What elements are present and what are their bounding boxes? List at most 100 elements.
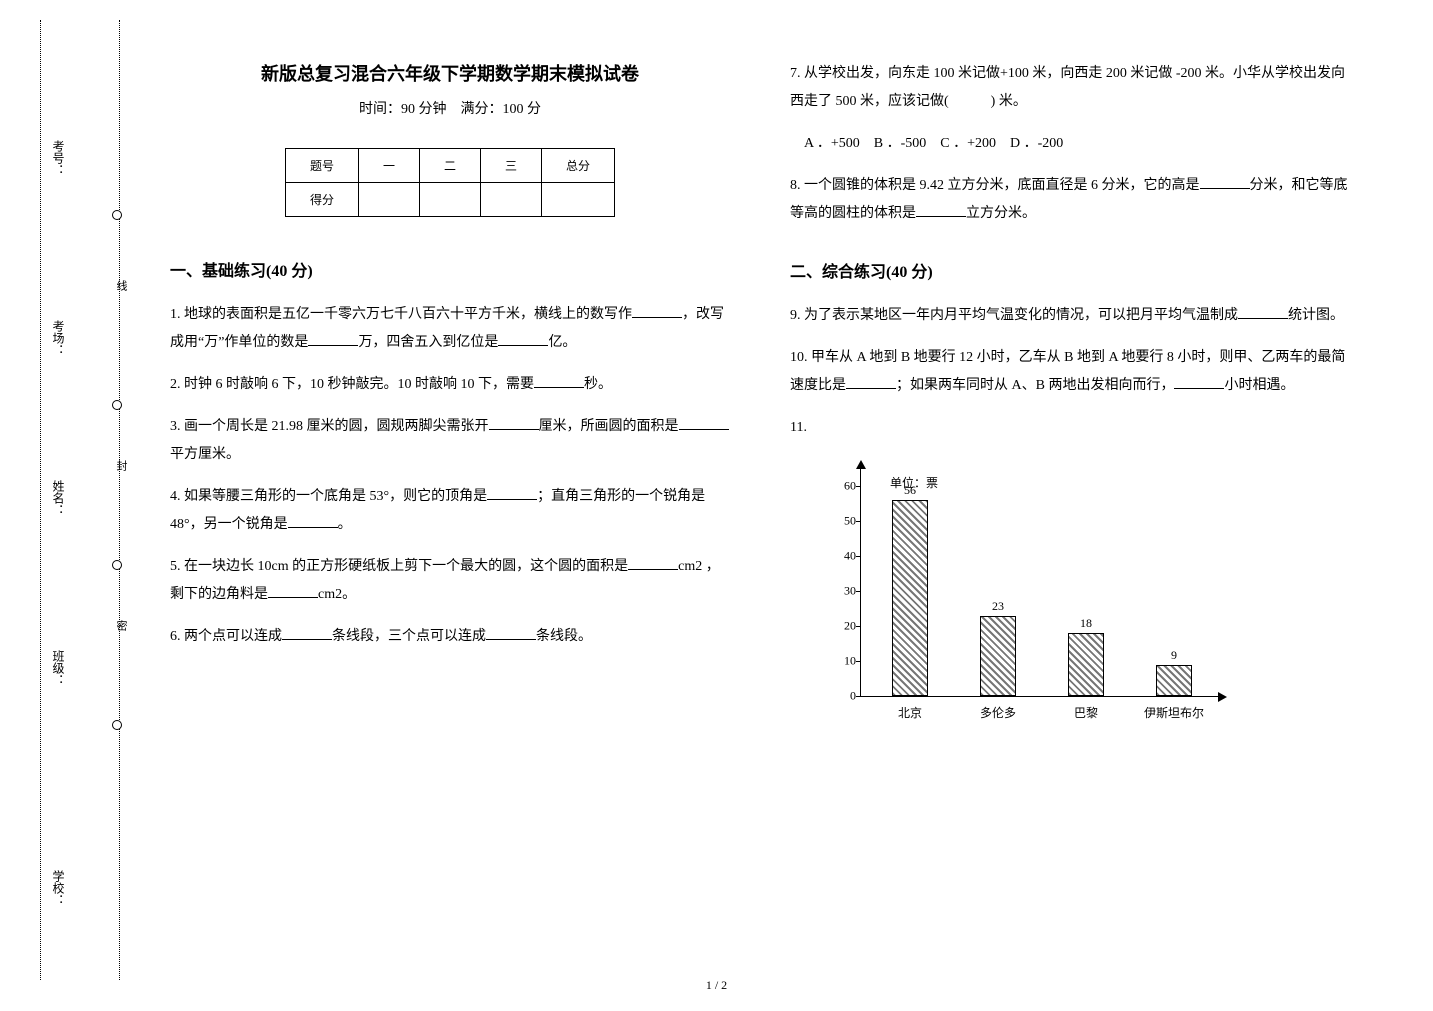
chart-bar [1068, 633, 1104, 696]
y-tick [856, 696, 860, 697]
binding-circle [112, 560, 122, 570]
table-row: 得分 [285, 183, 614, 217]
score-row-label: 得分 [285, 183, 358, 217]
bar-chart: 单位：票 010203040506056北京23多伦多18巴黎9伊斯坦布尔 [820, 456, 1240, 736]
blank [534, 374, 584, 388]
y-tick [856, 556, 860, 557]
x-axis-arrow [1218, 692, 1227, 702]
chart-bar [1156, 665, 1192, 697]
score-header: 一 [358, 149, 419, 183]
q-text: ；如果两车同时从 A、B 两地出发相向而行， [896, 378, 1174, 393]
question-7: 7. 从学校出发，向东走 100 米记做+100 米，向西走 200 米记做 -… [790, 60, 1350, 116]
q-text: 5. 在一块边长 10cm 的正方形硬纸板上剪下一个最大的圆，这个圆的面积是 [170, 559, 628, 574]
bar-value-label: 56 [904, 483, 916, 498]
binding-label-school: 学校： [50, 870, 67, 906]
exam-title: 新版总复习混合六年级下学期数学期末模拟试卷 [170, 60, 730, 86]
binding-label-name: 姓名： [50, 480, 67, 516]
y-axis-arrow [856, 460, 866, 469]
question-5: 5. 在一块边长 10cm 的正方形硬纸板上剪下一个最大的圆，这个圆的面积是 cm… [170, 553, 730, 609]
y-tick-label: 20 [844, 619, 856, 634]
score-header: 总分 [542, 149, 615, 183]
score-table: 题号 一 二 三 总分 得分 [285, 148, 615, 217]
table-row: 题号 一 二 三 总分 [285, 149, 614, 183]
section-1-heading: 一、基础练习(40 分) [170, 257, 730, 281]
y-tick-label: 30 [844, 584, 856, 599]
binding-label-room: 考场： [50, 320, 67, 356]
blank [498, 332, 548, 346]
question-4: 4. 如果等腰三角形的一个底角是 53°，则它的顶角是；直角三角形的一个锐角是 … [170, 483, 730, 539]
binding-seal-text-1: 线 [113, 280, 129, 299]
blank [308, 332, 358, 346]
x-category-label: 多伦多 [980, 704, 1016, 721]
blank [487, 486, 537, 500]
y-tick-label: 40 [844, 549, 856, 564]
blank [486, 626, 536, 640]
score-cell [481, 183, 542, 217]
y-tick-label: 10 [844, 654, 856, 669]
binding-label-examno: 考号： [50, 140, 67, 176]
q-text: 统计图。 [1288, 308, 1344, 323]
left-column: 新版总复习混合六年级下学期数学期末模拟试卷 时间：90 分钟 满分：100 分 … [170, 60, 730, 736]
blank [489, 416, 539, 430]
question-10: 10. 甲车从 A 地到 B 地要行 12 小时，乙车从 B 地到 A 地要行 … [790, 344, 1350, 400]
q-text: 立方分米。 [966, 206, 1036, 221]
y-tick [856, 591, 860, 592]
q-text: 秒。 [584, 377, 612, 392]
q-text: 平方厘米。 [170, 447, 240, 462]
y-tick [856, 626, 860, 627]
q-text: 条线段，三个点可以连成 [332, 629, 486, 644]
x-category-label: 伊斯坦布尔 [1144, 704, 1204, 721]
y-tick [856, 661, 860, 662]
question-3: 3. 画一个周长是 21.98 厘米的圆，圆规两脚尖需张开 厘米，所画圆的面积是平… [170, 413, 730, 469]
y-tick-label: 60 [844, 479, 856, 494]
q-text: 万，四舍五入到亿位是 [358, 335, 498, 350]
binding-seal-text-2: 封 [113, 460, 129, 479]
blank [916, 203, 966, 217]
question-6: 6. 两个点可以连成条线段，三个点可以连成条线段。 [170, 623, 730, 651]
blank [282, 626, 332, 640]
binding-circle [112, 720, 122, 730]
question-1: 1. 地球的表面积是五亿一千零六万七千八百六十平方千米，横线上的数写作，改写成用… [170, 301, 730, 357]
question-11: 11. [790, 414, 1350, 442]
section-2-heading: 二、综合练习(40 分) [790, 258, 1350, 282]
score-cell [542, 183, 615, 217]
y-tick [856, 486, 860, 487]
score-cell [358, 183, 419, 217]
q-text: 厘米，所画圆的面积是 [539, 419, 679, 434]
q-text: 9. 为了表示某地区一年内月平均气温变化的情况，可以把月平均气温制成 [790, 308, 1238, 323]
blank [288, 514, 338, 528]
x-axis [860, 696, 1220, 697]
score-header: 题号 [285, 149, 358, 183]
binding-label-class: 班级： [50, 650, 67, 686]
blank [679, 416, 729, 430]
blank [632, 304, 682, 318]
q-text: 条线段。 [536, 629, 592, 644]
page-content: 新版总复习混合六年级下学期数学期末模拟试卷 时间：90 分钟 满分：100 分 … [170, 60, 1370, 736]
y-tick-label: 0 [850, 689, 856, 704]
score-header: 二 [419, 149, 480, 183]
q-text: cm2。 [318, 587, 356, 602]
question-9: 9. 为了表示某地区一年内月平均气温变化的情况，可以把月平均气温制成 统计图。 [790, 302, 1350, 330]
right-column: 7. 从学校出发，向东走 100 米记做+100 米，向西走 200 米记做 -… [790, 60, 1350, 736]
bar-value-label: 18 [1080, 616, 1092, 631]
question-2: 2. 时钟 6 时敲响 6 下，10 秒钟敲完。10 时敲响 10 下，需要秒。 [170, 371, 730, 399]
blank [1200, 175, 1250, 189]
q-text: 。 [338, 517, 352, 532]
q-text: 1. 地球的表面积是五亿一千零六万七千八百六十平方千米，横线上的数写作 [170, 307, 632, 322]
score-cell [419, 183, 480, 217]
binding-circle [112, 400, 122, 410]
bar-value-label: 23 [992, 599, 1004, 614]
q-text: 亿。 [548, 335, 576, 350]
x-category-label: 北京 [898, 704, 922, 721]
blank [628, 556, 678, 570]
chart-bar [892, 500, 928, 696]
page-footer: 1 / 2 [706, 978, 727, 993]
question-8: 8. 一个圆锥的体积是 9.42 立方分米，底面直径是 6 分米，它的高是分米，… [790, 172, 1350, 228]
binding-seal-text-3: 密 [113, 620, 129, 639]
exam-subtitle: 时间：90 分钟 满分：100 分 [170, 98, 730, 118]
q-text: 小时相遇。 [1224, 378, 1294, 393]
x-category-label: 巴黎 [1074, 704, 1098, 721]
blank [1238, 305, 1288, 319]
y-axis [860, 466, 861, 696]
q-text: 3. 画一个周长是 21.98 厘米的圆，圆规两脚尖需张开 [170, 419, 489, 434]
